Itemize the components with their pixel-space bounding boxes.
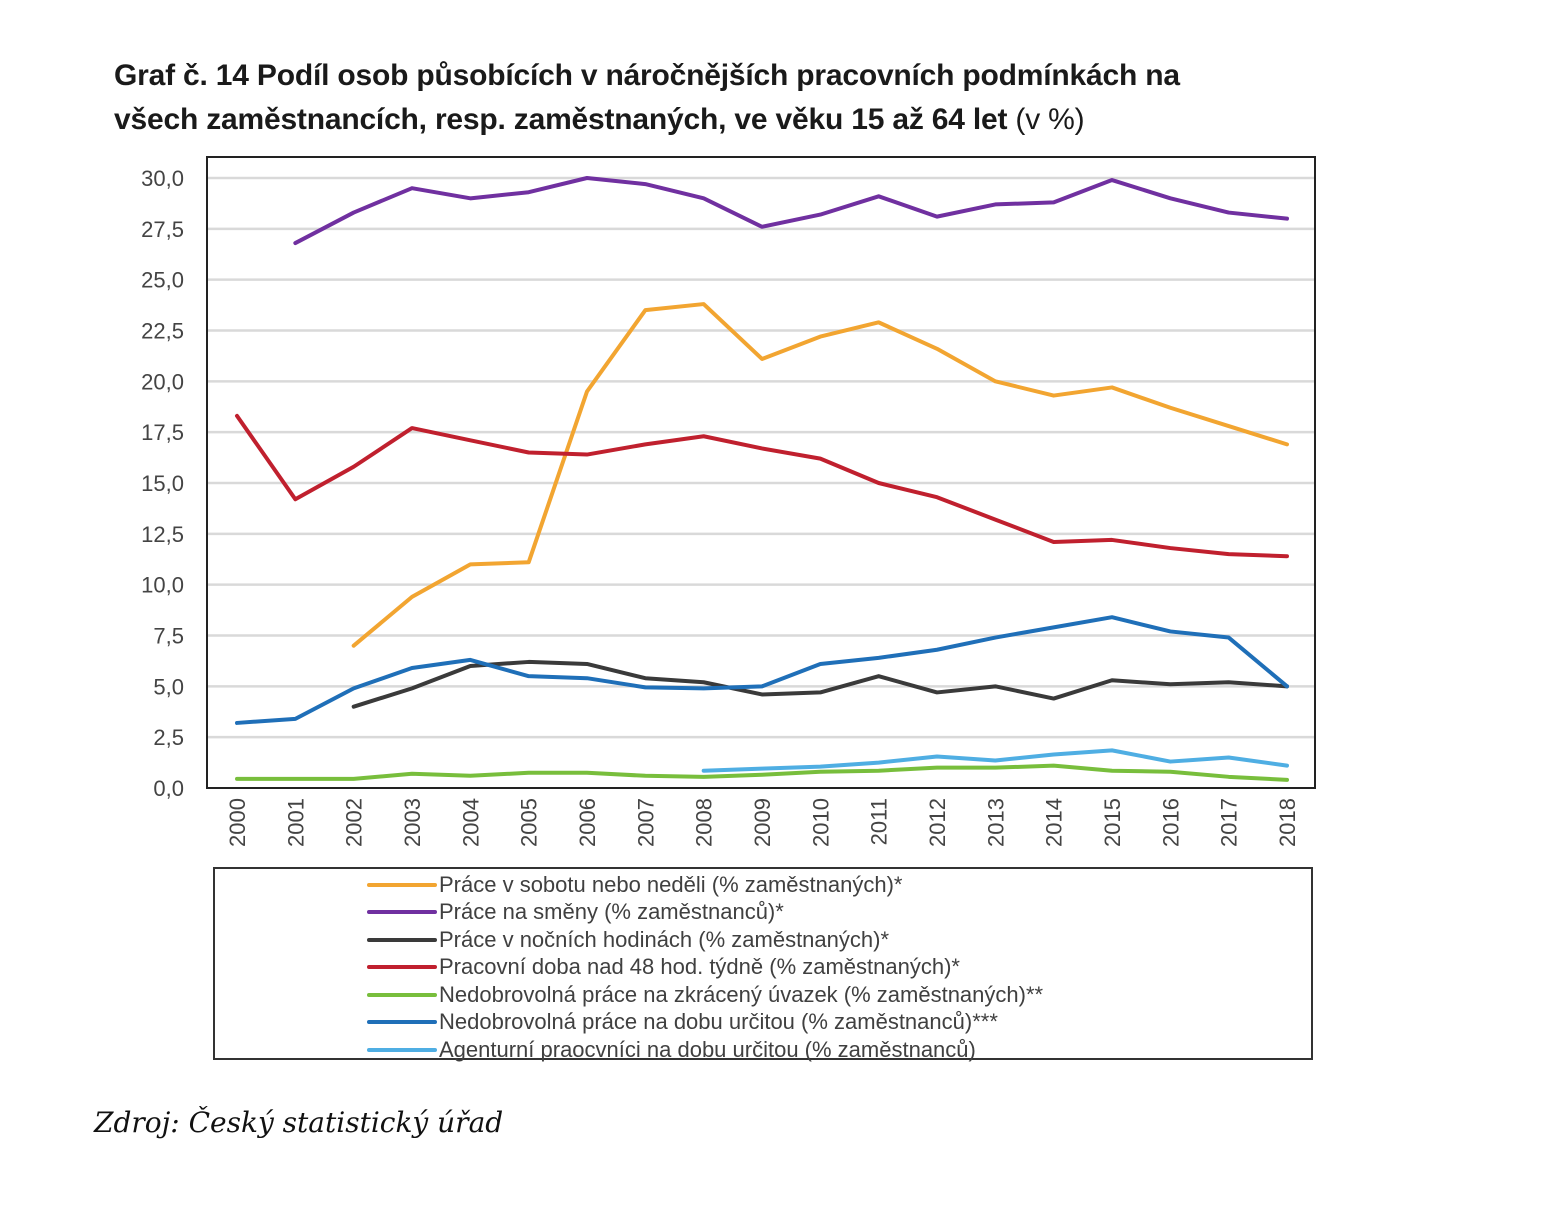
x-tick-label: 2014 bbox=[1042, 798, 1067, 847]
chart-title-line-2: všech zaměstnancích, resp. zaměstnaných,… bbox=[114, 98, 1414, 142]
y-tick-label: 27,5 bbox=[141, 217, 184, 242]
x-tick-label: 2011 bbox=[867, 798, 892, 845]
legend-label: Práce na směny (% zaměstnanců)* bbox=[439, 899, 784, 924]
legend-item: Pracovní doba nad 48 hod. týdně (% zaměs… bbox=[367, 954, 960, 981]
legend-item: Práce v sobotu nebo neděli (% zaměstnaný… bbox=[367, 871, 902, 898]
series-lines bbox=[235, 176, 1289, 782]
series-4 bbox=[235, 413, 1289, 559]
x-axis-ticks: 2000 2001 2002 2003 2004 2005 2006 2007 2008 2009… bbox=[225, 798, 1300, 847]
x-tick-label: 2017 bbox=[1217, 798, 1242, 847]
x-tick-label: 2008 bbox=[692, 798, 717, 847]
legend-item: Práce v nočních hodinách (% zaměstnaných… bbox=[367, 926, 889, 953]
legend-label: Nedobrovolná práce na dobu určitou (% za… bbox=[439, 1009, 998, 1034]
x-tick-label: 2016 bbox=[1158, 798, 1183, 847]
y-tick-label: 12,5 bbox=[141, 522, 184, 547]
legend-swatch bbox=[367, 1020, 437, 1024]
gridlines bbox=[207, 176, 1315, 739]
legend-item: Nedobrovolná práce na dobu určitou (% za… bbox=[367, 1009, 998, 1036]
legend-swatch bbox=[367, 910, 437, 914]
series-2 bbox=[293, 176, 1289, 246]
x-tick-label: 2010 bbox=[808, 798, 833, 847]
y-tick-label: 2,5 bbox=[153, 725, 184, 750]
x-tick-label: 2007 bbox=[633, 798, 658, 847]
x-tick-label: 2004 bbox=[458, 798, 483, 847]
legend-swatch bbox=[367, 882, 437, 887]
series-6 bbox=[235, 615, 1289, 725]
y-tick-label: 22,5 bbox=[141, 319, 184, 344]
series-1 bbox=[351, 302, 1289, 648]
legend-item: Nedobrovolná práce na zkrácený úvazek (%… bbox=[367, 981, 1043, 1008]
x-tick-label: 2002 bbox=[342, 798, 367, 847]
chart-title: Graf č. 14 Podíl osob působících v nároč… bbox=[114, 54, 1414, 142]
legend: Práce v sobotu nebo neděli (% zaměstnaný… bbox=[213, 867, 1313, 1063]
y-tick-label: 20,0 bbox=[141, 369, 184, 394]
source-note: Zdroj: Český statistický úřad bbox=[94, 1106, 504, 1139]
x-tick-label: 2001 bbox=[283, 798, 308, 847]
x-tick-label: 2009 bbox=[750, 798, 775, 847]
x-tick-label: 2015 bbox=[1100, 798, 1125, 847]
y-tick-label: 5,0 bbox=[153, 674, 184, 699]
x-tick-label: 2005 bbox=[517, 798, 542, 847]
legend-swatch bbox=[367, 965, 437, 969]
series-3 bbox=[351, 659, 1289, 709]
legend-label: Práce v nočních hodinách (% zaměstnaných… bbox=[439, 926, 890, 952]
x-tick-label: 2000 bbox=[225, 798, 250, 847]
series-line bbox=[293, 176, 1289, 246]
series-line bbox=[235, 615, 1289, 725]
line-chart: 0,0 2,5 5,0 7,5 10,0 12,5 15,0 17,5 20,0 22,5 25,0… bbox=[141, 156, 1316, 847]
legend-label: Práce v sobotu nebo neděli (% zaměstnaný… bbox=[439, 871, 903, 897]
series-line bbox=[351, 659, 1289, 709]
series-7 bbox=[701, 748, 1289, 773]
chart-title-unit: (v %) bbox=[1015, 103, 1085, 136]
x-tick-label: 2012 bbox=[925, 798, 950, 847]
y-tick-label: 0,0 bbox=[153, 776, 184, 801]
legend-swatch bbox=[367, 937, 437, 942]
x-tick-label: 2003 bbox=[400, 798, 425, 847]
y-axis-ticks: 0,0 2,5 5,0 7,5 10,0 12,5 15,0 17,5 20,0 22,5 25,0… bbox=[141, 166, 184, 801]
y-tick-label: 17,5 bbox=[141, 420, 184, 445]
legend-item: Práce na směny (% zaměstnanců)* bbox=[367, 899, 784, 926]
legend-label: Nedobrovolná práce na zkrácený úvazek (%… bbox=[439, 981, 1044, 1007]
series-line bbox=[235, 413, 1289, 559]
plot-area-border bbox=[206, 156, 1316, 789]
x-tick-label: 2018 bbox=[1275, 798, 1300, 847]
legend-item: Agenturní praocvníci na dobu určitou (% … bbox=[367, 1036, 976, 1063]
series-5 bbox=[235, 763, 1289, 782]
series-line bbox=[351, 302, 1289, 648]
y-tick-label: 7,5 bbox=[153, 624, 184, 649]
y-tick-label: 30,0 bbox=[141, 166, 184, 191]
x-tick-label: 2013 bbox=[983, 798, 1008, 847]
legend-label: Pracovní doba nad 48 hod. týdně (% zaměs… bbox=[439, 954, 960, 979]
legend-label: Agenturní praocvníci na dobu určitou (% … bbox=[439, 1036, 976, 1062]
y-tick-label: 25,0 bbox=[141, 268, 184, 293]
y-tick-label: 10,0 bbox=[141, 573, 184, 598]
chart-title-line-2-text: všech zaměstnancích, resp. zaměstnaných,… bbox=[114, 103, 1008, 136]
x-tick-label: 2006 bbox=[575, 798, 600, 847]
legend-swatch bbox=[367, 1047, 437, 1052]
chart-title-line-1: Graf č. 14 Podíl osob působících v nároč… bbox=[114, 59, 1180, 92]
legend-swatch bbox=[367, 992, 437, 997]
y-tick-label: 15,0 bbox=[141, 471, 184, 496]
